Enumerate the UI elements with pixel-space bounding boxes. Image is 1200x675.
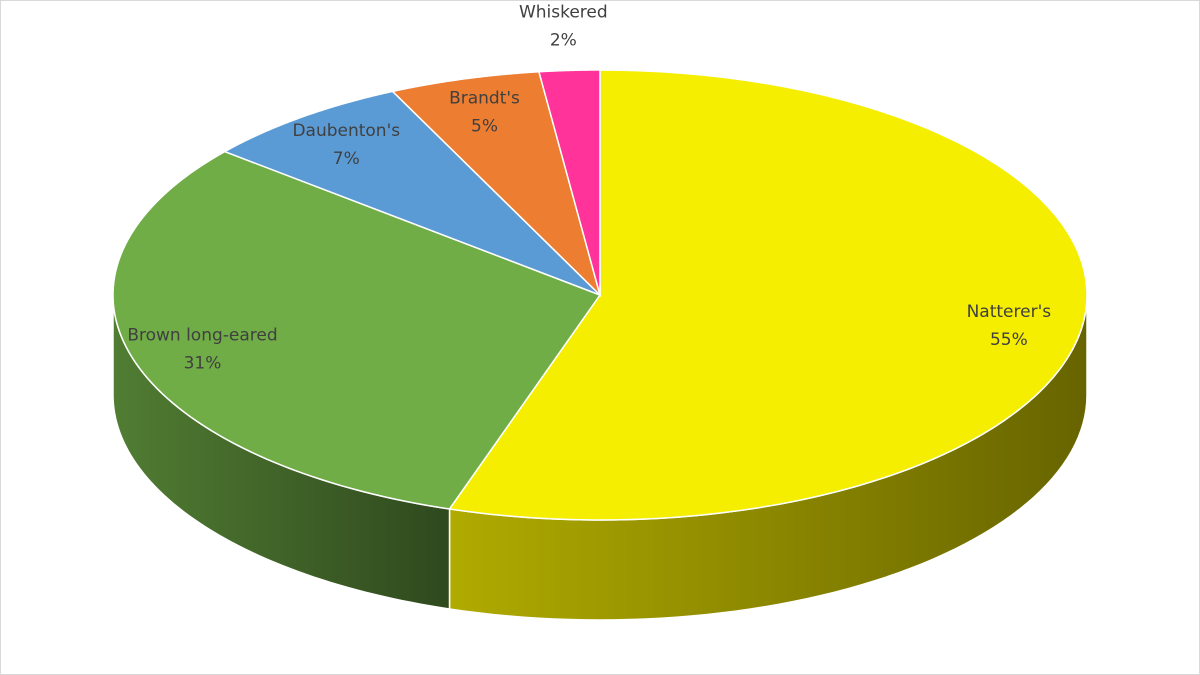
slice-label: Daubenton's [292,121,400,141]
slice-label: Brandt's [449,88,520,108]
value-label: 2% [550,31,577,51]
pie-slice [112,150,602,510]
pie-slice [537,69,601,296]
pie-slice [391,70,602,298]
pie-slice [222,90,601,296]
value-label: 55% [990,330,1028,350]
value-label: 31% [184,353,222,373]
slice-label: Natterer's [967,302,1052,322]
slice-label: Whiskered [519,3,608,23]
value-label: 7% [333,149,360,169]
value-label: 5% [471,116,498,136]
slice-label: Brown long-eared [127,325,277,345]
pie-slice [448,69,1088,521]
